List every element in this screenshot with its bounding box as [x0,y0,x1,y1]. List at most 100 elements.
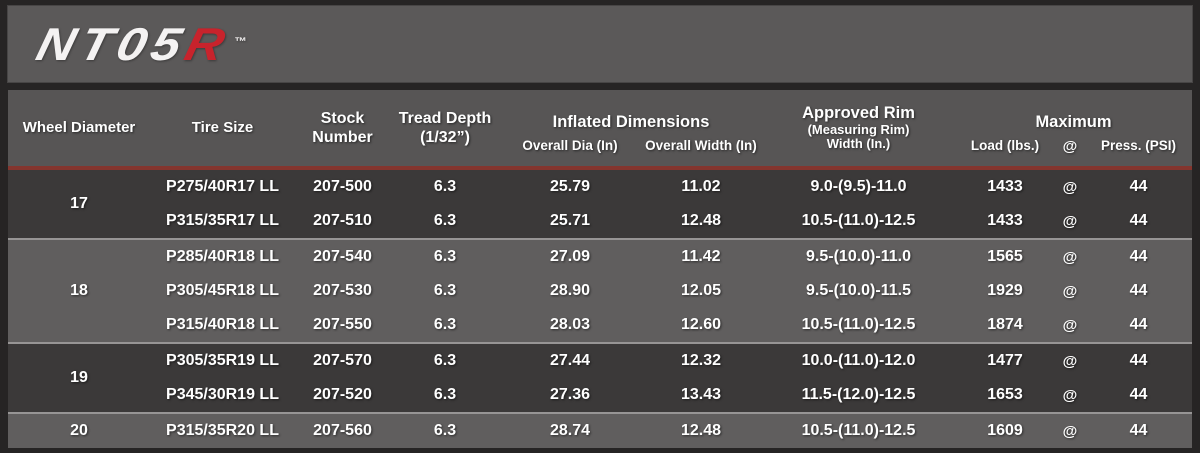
cell-at: @ [1062,248,1078,266]
cell-overall-dia: 28.90 [549,282,591,299]
cell-overall-dia: 27.44 [549,352,591,369]
cell-at: @ [1062,422,1078,440]
wheel-diameter-group: 18 P285/40R18 LL 207-540 6.3 27.09 11.42 9.5-(… [8,238,1192,342]
cell-press: 44 [1129,352,1148,369]
cell-tire-size: P275/40R17 LL [166,178,279,195]
col-group-inflated-dimensions: Inflated Dimensions [552,113,710,132]
group-rows: P315/35R20 LL 207-560 6.3 28.74 12.48 10.5-(1… [150,414,1192,448]
cell-stock-number: 207-530 [313,282,372,299]
col-header-tread-depth: Tread Depth (1/32”) [398,109,492,146]
cell-tire-size: P345/30R19 LL [166,386,279,403]
col-header-approved-rim-width: Approved Rim (Measuring Rim) Width (In.) [802,103,915,152]
logo-bar: NT05R™ [7,5,1193,83]
col-group-maximum: Maximum [1035,113,1112,132]
table-header: Wheel Diameter Tire Size Stock Number Tr… [8,90,1192,170]
cell-tread-depth: 6.3 [433,316,457,333]
cell-overall-width: 11.02 [681,178,721,195]
cell-stock-number: 207-520 [313,386,372,403]
col-header-overall-dia: Overall Dia (In) [522,138,618,153]
cell-press: 44 [1129,282,1148,299]
cell-overall-width: 12.48 [680,422,722,439]
cell-tread-depth: 6.3 [433,282,457,299]
cell-overall-width: 12.05 [680,282,722,299]
wheel-diameter-cell: 18 [70,282,88,299]
cell-at: @ [1062,316,1078,334]
cell-stock-number: 207-500 [313,178,372,195]
cell-tire-size: P305/35R19 LL [166,352,279,369]
cell-stock-number: 207-550 [313,316,372,333]
wheel-diameter-group: 17 P275/40R17 LL 207-500 6.3 25.79 11.02 9.0-(… [8,170,1192,238]
cell-press: 44 [1129,248,1148,265]
table-row: P305/45R18 LL 207-530 6.3 28.90 12.05 9.5-(10… [150,274,1192,308]
cell-tire-size: P315/40R18 LL [166,316,279,333]
cell-tread-depth: 6.3 [433,178,457,195]
cell-at: @ [1062,212,1078,230]
table-row: P275/40R17 LL 207-500 6.3 25.79 11.02 9.0-(9.… [150,170,1192,204]
cell-rim-width: 10.0-(11.0)-12.0 [801,352,916,369]
cell-rim-width: 10.5-(11.0)-12.5 [801,422,916,439]
cell-press: 44 [1129,178,1148,195]
cell-press: 44 [1129,316,1148,333]
table-row: P285/40R18 LL 207-540 6.3 27.09 11.42 9.5-(10… [150,240,1192,274]
cell-tread-depth: 6.3 [433,386,457,403]
cell-overall-dia: 27.09 [549,248,591,265]
cell-stock-number: 207-560 [313,422,372,439]
cell-press: 44 [1129,212,1148,229]
col-header-at-symbol: @ [1062,138,1078,155]
cell-overall-dia: 28.74 [549,422,591,439]
cell-tire-size: P285/40R18 LL [166,248,279,265]
table-body: 17 P275/40R17 LL 207-500 6.3 25.79 11.02 9.0-(… [8,170,1192,448]
cell-press: 44 [1129,386,1148,403]
cell-rim-width: 9.5-(10.0)-11.0 [806,248,911,265]
cell-overall-width: 12.48 [680,212,722,229]
wheel-diameter-group: 20 P315/35R20 LL 207-560 6.3 28.74 12.48 10.5-… [8,412,1192,448]
nt05r-logo: NT05R™ [31,18,247,70]
cell-at: @ [1062,282,1078,300]
group-rows: P275/40R17 LL 207-500 6.3 25.79 11.02 9.0-(9.… [150,170,1192,238]
group-rows: P285/40R18 LL 207-540 6.3 27.09 11.42 9.5-(10… [150,240,1192,342]
cell-overall-dia: 27.36 [549,386,591,403]
table-row: P315/40R18 LL 207-550 6.3 28.03 12.60 10.5-(1… [150,308,1192,342]
cell-rim-width: 11.5-(12.0)-12.5 [801,386,916,403]
cell-tread-depth: 6.3 [433,212,457,229]
col-header-overall-width: Overall Width (In) [645,138,757,153]
cell-at: @ [1062,352,1078,370]
cell-overall-dia: 28.03 [549,316,591,333]
table-row: P315/35R20 LL 207-560 6.3 28.74 12.48 10.5-(1… [150,414,1192,448]
cell-load: 1653 [987,386,1023,403]
wheel-diameter-cell: 19 [70,369,88,386]
trademark-symbol: ™ [234,36,247,48]
cell-rim-width: 9.5-(10.0)-11.5 [806,282,911,299]
wheel-diameter-group: 19 P305/35R19 LL 207-570 6.3 27.44 12.32 10.0-… [8,342,1192,412]
cell-tire-size: P315/35R20 LL [166,422,279,439]
logo-text-white: NT05 [31,18,193,70]
col-header-tire-size: Tire Size [191,119,254,136]
cell-press: 44 [1129,422,1148,439]
cell-load: 1433 [987,178,1023,195]
cell-load: 1477 [987,352,1023,369]
cell-tread-depth: 6.3 [433,352,457,369]
wheel-diameter-cell: 20 [70,422,88,439]
cell-load: 1565 [987,248,1023,265]
cell-rim-width: 9.0-(9.5)-11.0 [810,178,907,195]
col-header-load: Load (lbs.) [970,138,1040,153]
cell-stock-number: 207-570 [313,352,372,369]
cell-load: 1929 [987,282,1023,299]
cell-stock-number: 207-540 [313,248,372,265]
table-row: P345/30R19 LL 207-520 6.3 27.36 13.43 11.5-(1… [150,378,1192,412]
table-row: P315/35R17 LL 207-510 6.3 25.71 12.48 10.5-(1… [150,204,1192,238]
cell-load: 1609 [987,422,1023,439]
cell-tire-size: P315/35R17 LL [166,212,279,229]
cell-load: 1433 [987,212,1023,229]
group-rows: P305/35R19 LL 207-570 6.3 27.44 12.32 10.0-(1… [150,344,1192,412]
cell-at: @ [1062,178,1078,196]
cell-overall-dia: 25.79 [549,178,591,195]
col-header-press: Press. (PSI) [1100,138,1177,153]
cell-overall-width: 13.43 [680,386,722,403]
wheel-diameter-cell: 17 [70,195,88,212]
cell-overall-width: 12.60 [680,316,722,333]
cell-at: @ [1062,386,1078,404]
cell-load: 1874 [987,316,1023,333]
cell-rim-width: 10.5-(11.0)-12.5 [801,212,916,229]
